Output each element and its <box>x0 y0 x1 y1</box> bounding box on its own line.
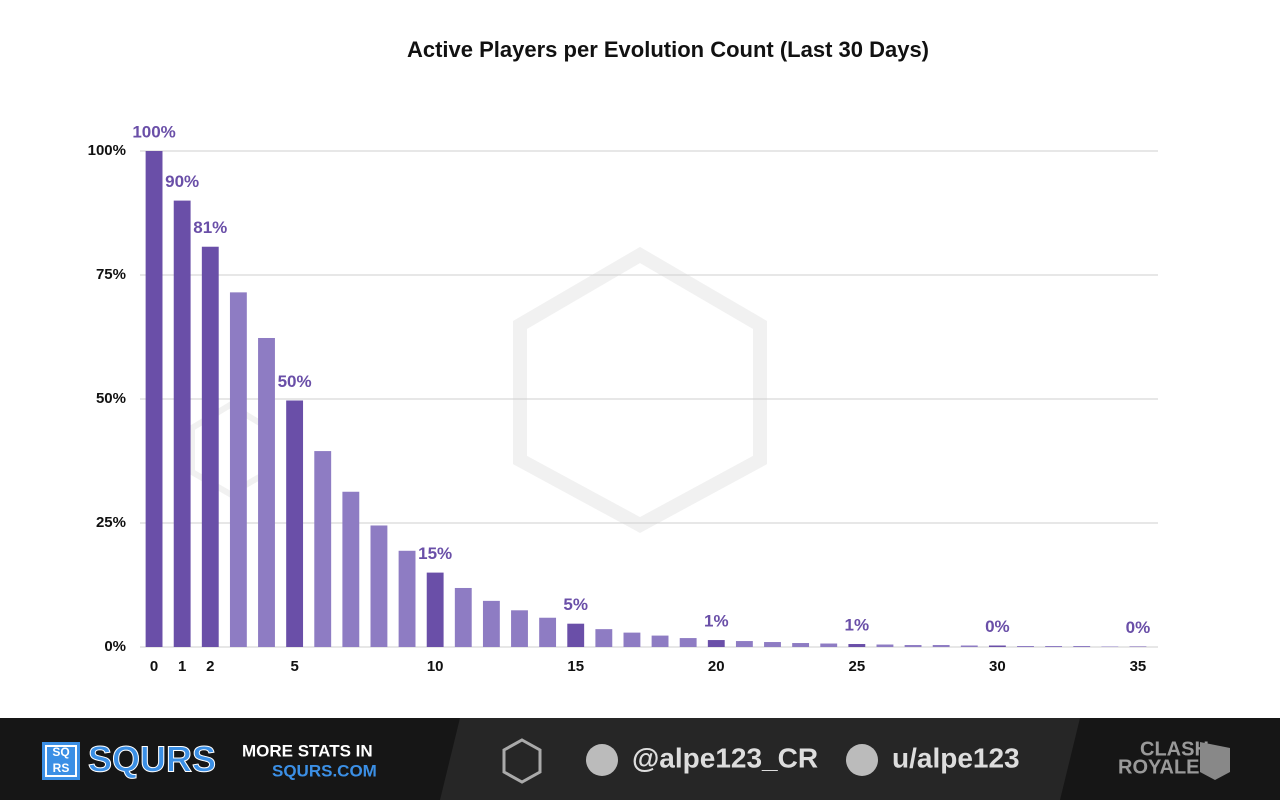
x-tick-label: 5 <box>290 658 298 675</box>
bar <box>932 645 950 647</box>
y-tick-label: 100% <box>88 142 126 159</box>
bar <box>988 645 1006 647</box>
data-label: 100% <box>132 122 175 141</box>
x-tick-label: 1 <box>178 658 186 675</box>
game-logo: ROYALE <box>1118 756 1200 778</box>
reddit-handle[interactable]: u/alpe123 <box>892 742 1020 773</box>
y-tick-label: 25% <box>96 514 126 531</box>
data-label: 0% <box>1126 618 1151 637</box>
bar <box>735 641 753 647</box>
game-logo: CLASH <box>1140 738 1209 760</box>
data-label: 0% <box>985 617 1010 636</box>
bar <box>1045 646 1063 647</box>
bar <box>679 638 697 647</box>
bar <box>707 640 725 647</box>
bar <box>595 629 613 647</box>
bar <box>1073 646 1091 647</box>
bar <box>173 200 191 647</box>
bar <box>342 491 360 647</box>
logo-text: RS <box>53 761 70 775</box>
twitter-handle[interactable]: @alpe123_CR <box>632 742 818 773</box>
data-label: 5% <box>563 595 588 614</box>
bar <box>314 451 332 647</box>
x-tick-label: 20 <box>708 658 725 675</box>
bar <box>398 550 416 647</box>
bar <box>229 292 247 647</box>
x-tick-label: 25 <box>848 658 865 675</box>
bar <box>454 587 472 647</box>
bar <box>370 525 388 647</box>
bar <box>286 400 304 647</box>
bar <box>511 610 528 647</box>
data-label: 90% <box>165 172 199 191</box>
bar <box>1017 646 1034 647</box>
twitter-icon <box>586 744 618 776</box>
site-link[interactable]: SQURS.COM <box>272 761 377 780</box>
y-tick-label: 0% <box>104 638 126 655</box>
bar <box>201 246 219 647</box>
data-label: 1% <box>704 612 729 631</box>
data-label: 81% <box>193 218 227 237</box>
bar <box>539 617 557 647</box>
chart-title: Active Players per Evolution Count (Last… <box>407 37 929 62</box>
bar <box>764 642 781 647</box>
y-tick-label: 75% <box>96 266 126 283</box>
bar <box>567 623 585 647</box>
promo: MORE STATS IN <box>242 741 373 760</box>
x-tick-label: 30 <box>989 658 1006 675</box>
footer: SQ RS SQURS MORE STATS IN SQURS.COM @alp… <box>0 718 1280 800</box>
x-tick-label: 15 <box>567 658 584 675</box>
brand: SQURS <box>88 739 216 780</box>
bar <box>848 644 866 647</box>
icon <box>502 738 542 784</box>
bar <box>482 600 500 647</box>
x-tick-label: 10 <box>427 658 444 675</box>
data-label: 1% <box>845 616 870 635</box>
bar <box>792 643 810 647</box>
data-label: 50% <box>278 372 312 391</box>
bar <box>876 644 894 647</box>
bar <box>145 151 163 647</box>
bar <box>426 572 444 647</box>
logo-text: SQ <box>52 745 69 759</box>
reddit-icon <box>846 744 878 776</box>
bar <box>258 337 275 647</box>
data-label: 15% <box>418 544 452 563</box>
bar <box>960 645 978 647</box>
game-icon <box>1200 742 1230 780</box>
x-tick-label: 2 <box>206 658 214 675</box>
y-tick-label: 50% <box>96 390 126 407</box>
bar <box>651 635 669 647</box>
bar <box>623 632 641 647</box>
plot: 0%25%50%75%100%0 1 2 5 10 15 20 25 30 35100%90%81… <box>88 122 1158 675</box>
x-tick-label: 35 <box>1130 658 1147 675</box>
bar <box>820 643 838 647</box>
bar <box>904 645 922 647</box>
x-tick-label: 0 <box>150 658 158 675</box>
